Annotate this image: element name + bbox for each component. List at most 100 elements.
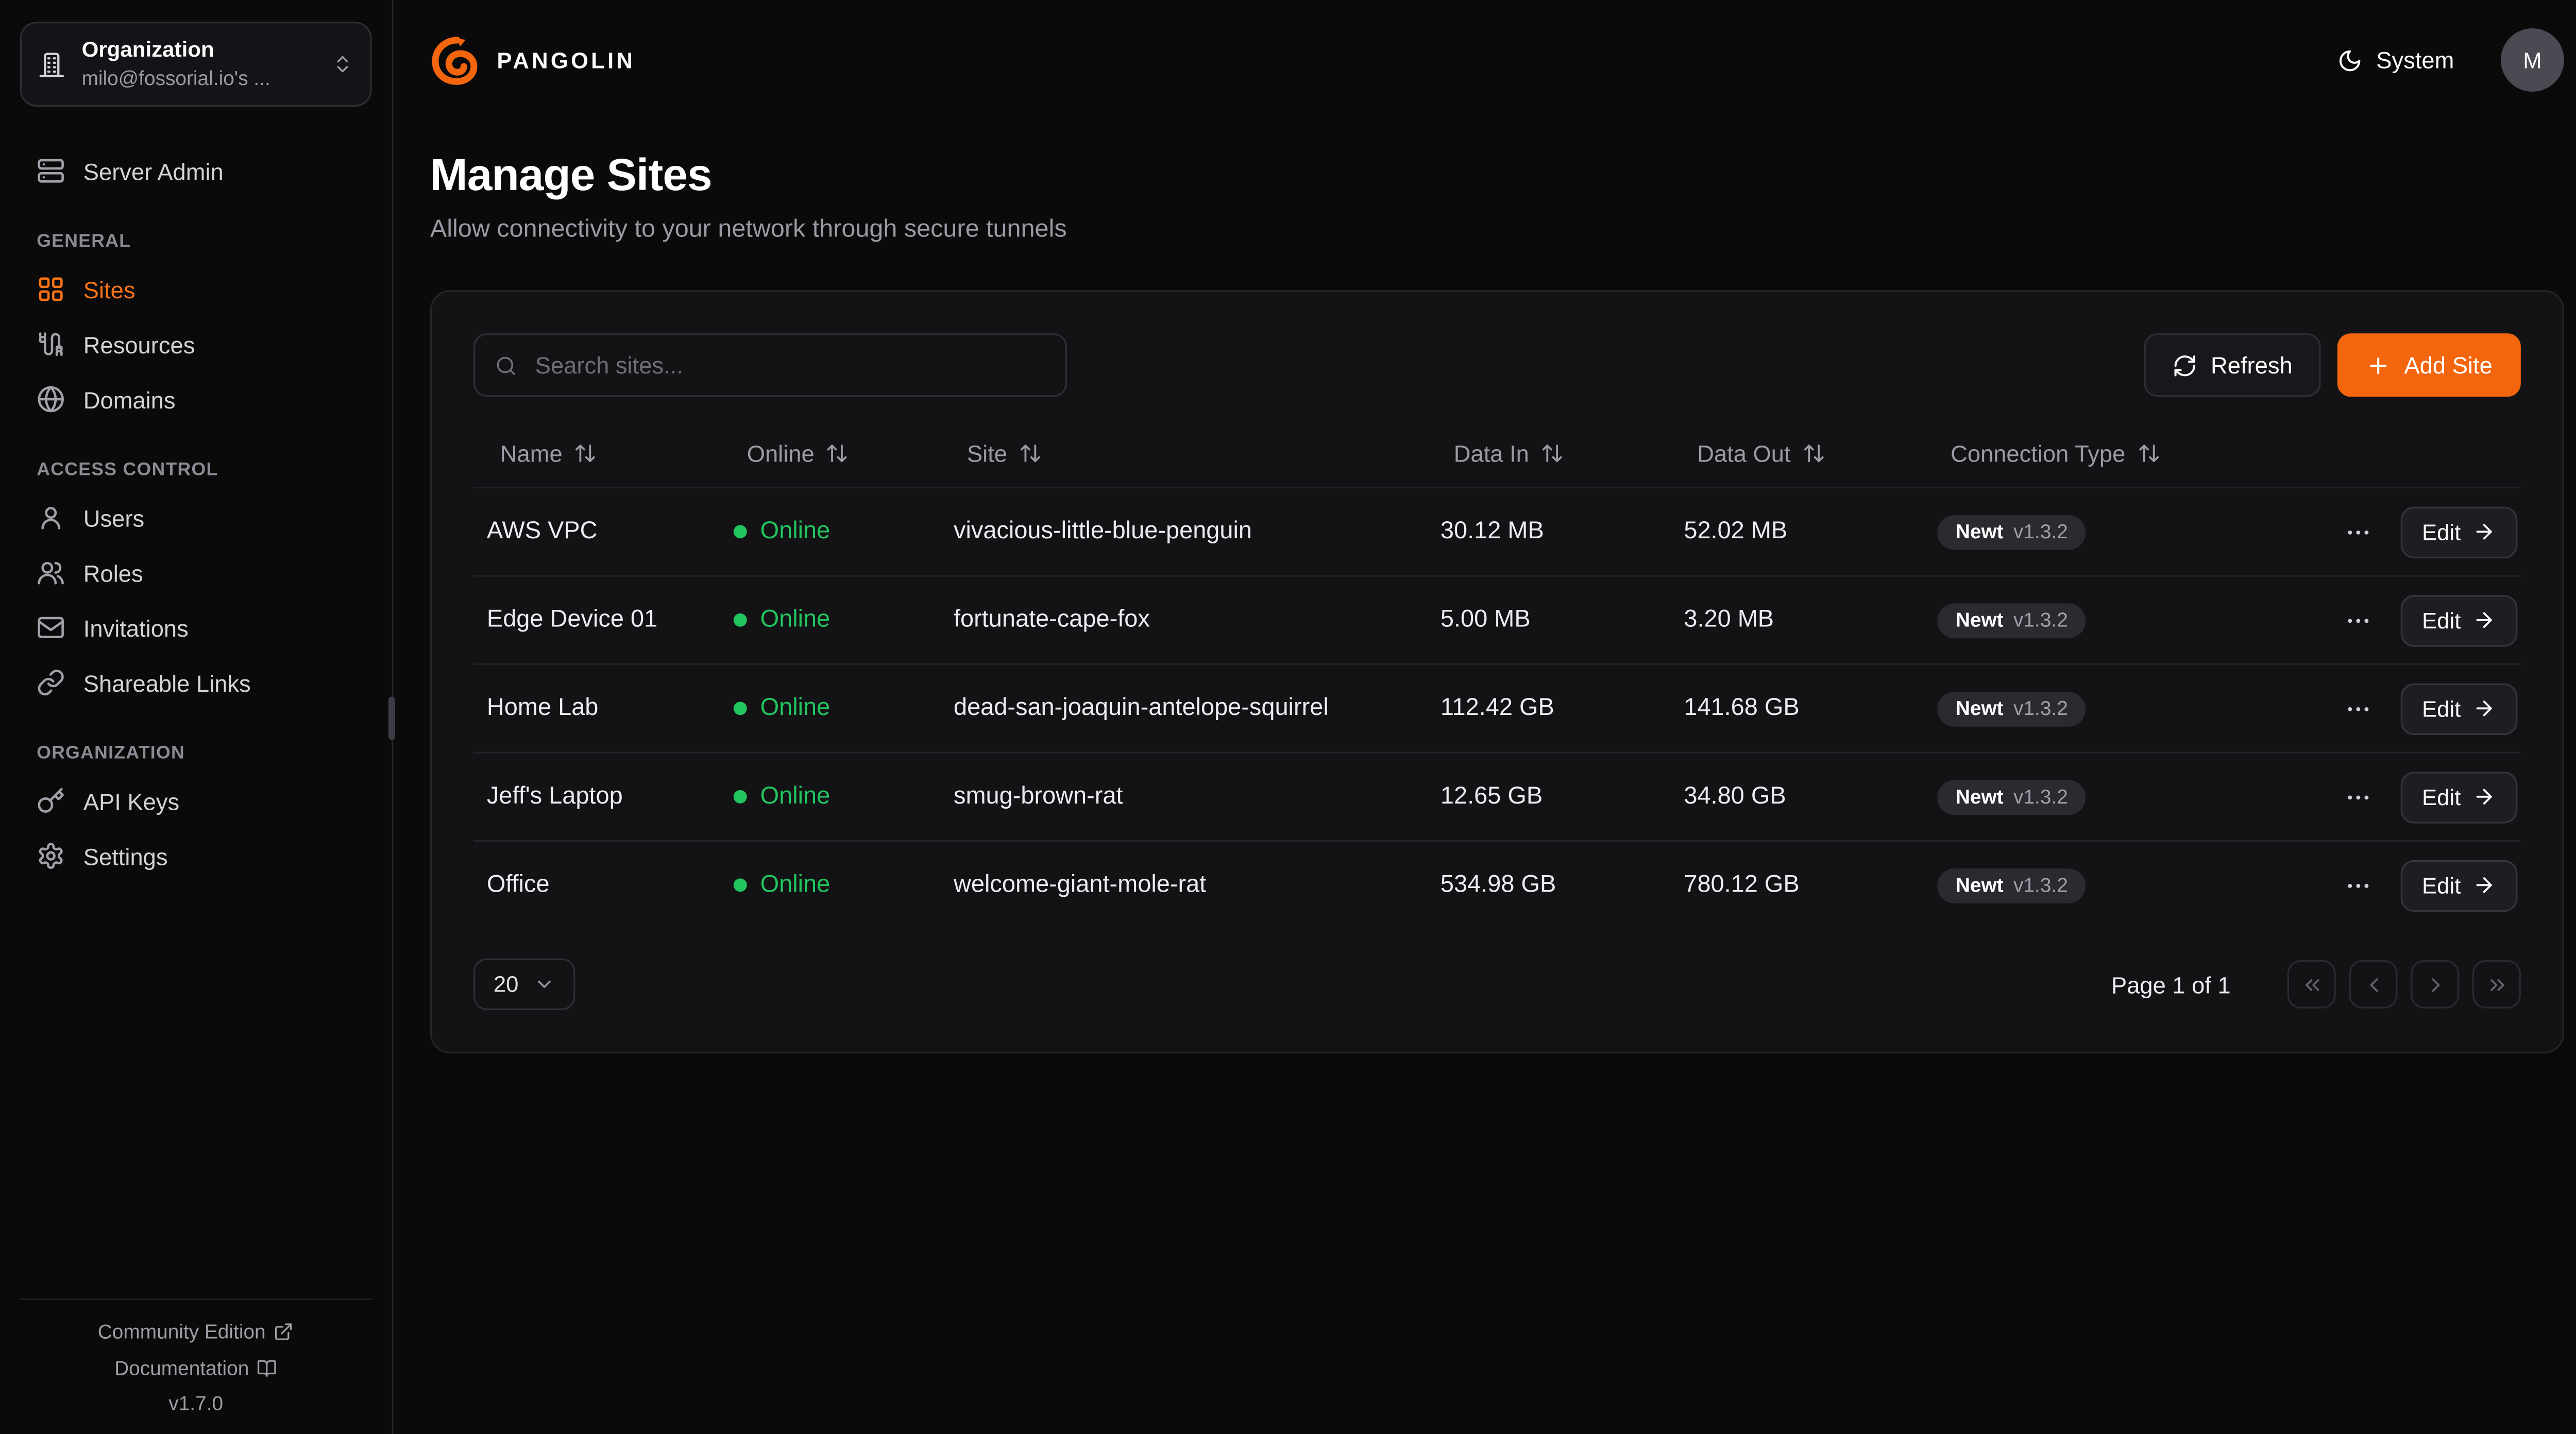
connection-type-name: Newt <box>1955 696 2004 720</box>
column-header-name[interactable]: Name <box>473 438 720 468</box>
column-header-site[interactable]: Site <box>940 438 1427 468</box>
connection-type-cell: Newt v1.3.2 <box>1924 514 2291 550</box>
sidebar-item-label: Invitations <box>83 614 189 641</box>
connection-type-badge: Newt v1.3.2 <box>1937 779 2087 814</box>
column-label: Data Out <box>1697 440 1791 467</box>
sidebar-nav: Server Admin GENERAL Sites Resources Dom… <box>20 144 372 884</box>
prev-page-button[interactable] <box>2349 960 2398 1009</box>
page-title: Manage Sites <box>430 150 713 200</box>
data-out-cell: 780.12 GB <box>1684 872 1800 899</box>
sidebar-item-resources[interactable]: Resources <box>20 317 372 372</box>
documentation-label: Documentation <box>114 1357 249 1380</box>
add-site-button[interactable]: Add Site <box>2337 333 2521 397</box>
online-dot <box>733 702 747 715</box>
online-status-cell: Online <box>720 518 940 545</box>
ellipsis-icon <box>2344 871 2372 899</box>
row-menu-button[interactable] <box>2340 691 2375 726</box>
community-edition-link[interactable]: Community Edition <box>88 1319 304 1345</box>
column-label: Data In <box>1453 440 1529 467</box>
column-label: Site <box>967 440 1007 467</box>
sidebar-item-settings[interactable]: Settings <box>20 829 372 884</box>
sidebar-item-api-keys[interactable]: API Keys <box>20 774 372 829</box>
sidebar-item-domains[interactable]: Domains <box>20 372 372 427</box>
sidebar-item-sites[interactable]: Sites <box>20 262 372 317</box>
org-switcher-texts: Organization milo@fossorial.io's ... <box>82 37 315 92</box>
page-size-select[interactable]: 20 <box>473 958 575 1011</box>
search-input[interactable] <box>532 350 1045 380</box>
row-actions-cell: Edit <box>2291 859 2521 911</box>
edit-button[interactable]: Edit <box>2400 771 2518 823</box>
arrow-right-icon <box>2472 520 2496 543</box>
column-header-connection-type[interactable]: Connection Type <box>1924 438 2291 468</box>
last-page-button[interactable] <box>2472 960 2521 1009</box>
chevron-left-icon <box>2362 972 2385 996</box>
sidebar-section-general: GENERAL <box>37 232 131 252</box>
sidebar-item-shareable-links[interactable]: Shareable Links <box>20 655 372 710</box>
users-icon <box>37 558 65 587</box>
sidebar-resize-handle[interactable] <box>388 696 395 740</box>
next-page-button[interactable] <box>2411 960 2460 1009</box>
online-label: Online <box>760 695 831 722</box>
sort-icon <box>1541 442 1564 465</box>
org-switcher[interactable]: Organization milo@fossorial.io's ... <box>20 22 372 107</box>
table-row: Jeff's Laptop Online smug-brown-rat 12.6… <box>473 752 2521 840</box>
add-site-label: Add Site <box>2404 351 2493 379</box>
page-info: Page 1 of 1 <box>2111 970 2231 998</box>
table-row: Office Online welcome-giant-mole-rat 534… <box>473 840 2521 929</box>
site-slug-cell: dead-san-joaquin-antelope-squirrel <box>953 695 1329 722</box>
connection-type-name: Newt <box>1955 873 2004 897</box>
table-row: Edge Device 01 Online fortunate-cape-fox… <box>473 575 2521 663</box>
row-actions-cell: Edit <box>2291 771 2521 823</box>
user-icon <box>37 504 65 532</box>
connection-type-name: Newt <box>1955 785 2004 809</box>
theme-selector[interactable]: System <box>2328 45 2464 75</box>
sidebar-item-roles[interactable]: Roles <box>20 545 372 600</box>
connection-type-version: v1.3.2 <box>2013 608 2068 632</box>
column-header-data-in[interactable]: Data In <box>1427 438 1670 468</box>
column-header-online[interactable]: Online <box>720 438 940 468</box>
documentation-link[interactable]: Documentation <box>105 1355 287 1382</box>
main-content: PANGOLIN System M Manage Sites Allow con… <box>394 0 2576 1434</box>
sort-icon <box>1802 442 1825 465</box>
sidebar-item-label: Shareable Links <box>83 669 251 696</box>
edit-label: Edit <box>2422 873 2461 898</box>
site-name-cell: Office <box>486 872 550 899</box>
edit-button[interactable]: Edit <box>2400 594 2518 646</box>
arrow-right-icon <box>2472 874 2496 897</box>
edit-label: Edit <box>2422 696 2461 721</box>
sidebar-item-invitations[interactable]: Invitations <box>20 600 372 655</box>
edit-button[interactable]: Edit <box>2400 682 2518 735</box>
sidebar-item-label: Users <box>83 504 145 531</box>
row-menu-button[interactable] <box>2340 514 2375 549</box>
sites-card: Refresh Add Site Name <box>430 290 2564 1054</box>
row-menu-button[interactable] <box>2340 779 2375 814</box>
topbar-right: System M <box>2328 28 2564 92</box>
org-switcher-value: milo@fossorial.io's ... <box>81 66 270 90</box>
link-icon <box>37 669 65 697</box>
sidebar-item-users[interactable]: Users <box>20 490 372 545</box>
sidebar-item-label: API Keys <box>83 788 180 815</box>
site-slug-cell: smug-brown-rat <box>953 783 1123 810</box>
ellipsis-icon <box>2344 606 2372 634</box>
refresh-button[interactable]: Refresh <box>2144 333 2321 397</box>
sidebar-item-label: Domains <box>83 386 176 413</box>
first-page-button[interactable] <box>2287 960 2336 1009</box>
row-menu-button[interactable] <box>2340 603 2375 638</box>
column-header-data-out[interactable]: Data Out <box>1670 438 1924 468</box>
online-label: Online <box>760 518 831 545</box>
online-dot <box>733 790 747 804</box>
brand-name: PANGOLIN <box>497 47 636 73</box>
connection-type-version: v1.3.2 <box>2013 873 2068 897</box>
edit-label: Edit <box>2422 607 2461 633</box>
site-slug-cell: welcome-giant-mole-rat <box>953 872 1207 899</box>
user-avatar[interactable]: M <box>2501 28 2564 92</box>
online-status-cell: Online <box>720 607 940 634</box>
online-label: Online <box>760 606 831 634</box>
row-menu-button[interactable] <box>2340 867 2375 902</box>
connection-type-badge: Newt v1.3.2 <box>1937 602 2087 638</box>
site-name-cell: AWS VPC <box>486 518 598 545</box>
sidebar-item-server-admin[interactable]: Server Admin <box>20 144 372 199</box>
sort-icon <box>2137 442 2160 465</box>
edit-button[interactable]: Edit <box>2400 506 2518 558</box>
edit-button[interactable]: Edit <box>2400 859 2518 911</box>
